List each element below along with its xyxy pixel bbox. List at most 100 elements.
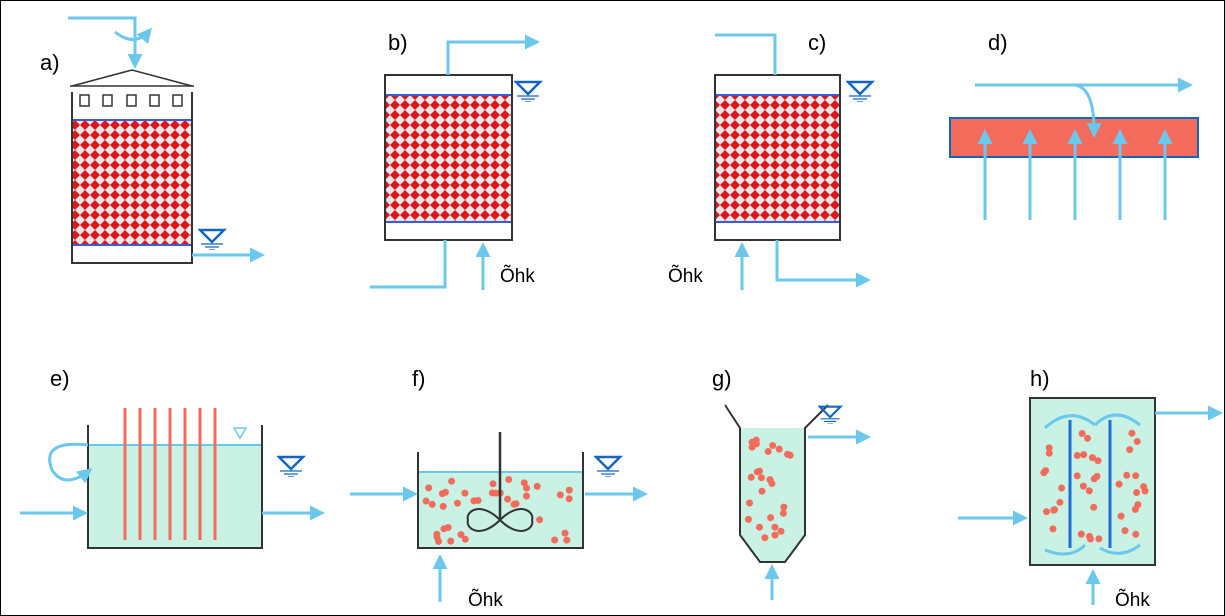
shape [127, 95, 136, 106]
shape [150, 95, 159, 106]
particle [1095, 535, 1102, 542]
panel-label: d) [988, 30, 1008, 55]
particle [784, 451, 791, 458]
particle [780, 504, 787, 511]
air-label: Õhk [468, 589, 503, 611]
particle [1058, 485, 1065, 492]
particle [1080, 451, 1087, 458]
shape [125, 408, 215, 540]
air-label: Õhk [500, 265, 535, 287]
particle [490, 480, 497, 487]
particle [1087, 536, 1094, 543]
particle [563, 537, 570, 544]
shape [72, 120, 192, 245]
particle [746, 500, 753, 507]
panel-d: d) [950, 30, 1198, 220]
particle [776, 446, 783, 453]
particle [493, 490, 500, 497]
particle [759, 488, 766, 495]
shape [279, 457, 303, 477]
shape [715, 95, 840, 222]
particle [761, 534, 768, 541]
shape [385, 95, 512, 222]
particle [557, 491, 564, 498]
particle [1116, 481, 1123, 488]
particle [1140, 483, 1147, 490]
shape [777, 240, 868, 280]
panel-h: h) Õhk [958, 366, 1220, 611]
particle [429, 501, 436, 508]
panel-b: b) Õhk [370, 30, 540, 290]
particle [1074, 472, 1081, 479]
particle [534, 483, 541, 490]
shape [72, 70, 192, 86]
shape [103, 95, 112, 106]
particle [470, 497, 477, 504]
particle [566, 495, 573, 502]
particle [1079, 430, 1086, 437]
particle [1040, 469, 1047, 476]
particle [767, 476, 774, 483]
panel-label: a) [40, 50, 60, 75]
particle [513, 500, 520, 507]
particle [748, 474, 755, 481]
air-label: Õhk [668, 265, 703, 287]
particle [440, 503, 447, 510]
particle [1132, 531, 1139, 538]
shape [370, 240, 445, 287]
particle [1043, 508, 1050, 515]
panel-label: f) [412, 366, 425, 391]
panel-g: g) [712, 366, 868, 600]
shape [68, 18, 135, 66]
particle [425, 484, 432, 491]
shape [848, 82, 872, 102]
particle [523, 493, 530, 500]
particle [1080, 483, 1087, 490]
particle [536, 516, 543, 523]
panel-c: c) Õhk [668, 30, 872, 290]
shape [516, 82, 540, 102]
shape [115, 30, 150, 40]
particle [423, 498, 430, 505]
particle [765, 448, 772, 455]
shape [200, 230, 224, 250]
particle [772, 532, 779, 539]
air-label: Õhk [1115, 589, 1150, 611]
particle [1118, 513, 1125, 520]
particle [523, 485, 530, 492]
shape [448, 42, 537, 75]
particle [780, 510, 787, 517]
particle [1132, 506, 1139, 513]
particle [1050, 525, 1057, 532]
panel-f: f) Õhk [350, 366, 645, 611]
particle [745, 516, 752, 523]
shape [80, 95, 89, 106]
particle [1132, 472, 1139, 479]
particle [447, 538, 454, 545]
shape [173, 95, 182, 106]
particle [551, 537, 558, 544]
particle [767, 514, 774, 521]
particle [435, 538, 442, 545]
particle [1090, 504, 1097, 511]
particle [1133, 489, 1140, 496]
particle [1128, 430, 1135, 437]
particle [1091, 475, 1098, 482]
particle [756, 524, 763, 531]
panel-a: a) [40, 18, 262, 263]
particle [461, 490, 468, 497]
particle [1122, 527, 1129, 534]
shape [80, 95, 182, 106]
particle [1046, 450, 1053, 457]
particle [754, 468, 761, 475]
particle [566, 487, 573, 494]
particle [1095, 457, 1102, 464]
particle [778, 528, 785, 535]
particle [1134, 438, 1141, 445]
particle [749, 444, 756, 451]
panel-label: b) [388, 30, 408, 55]
particle [462, 536, 469, 543]
particle [1126, 446, 1133, 453]
particle [771, 524, 778, 531]
shape [820, 407, 841, 424]
